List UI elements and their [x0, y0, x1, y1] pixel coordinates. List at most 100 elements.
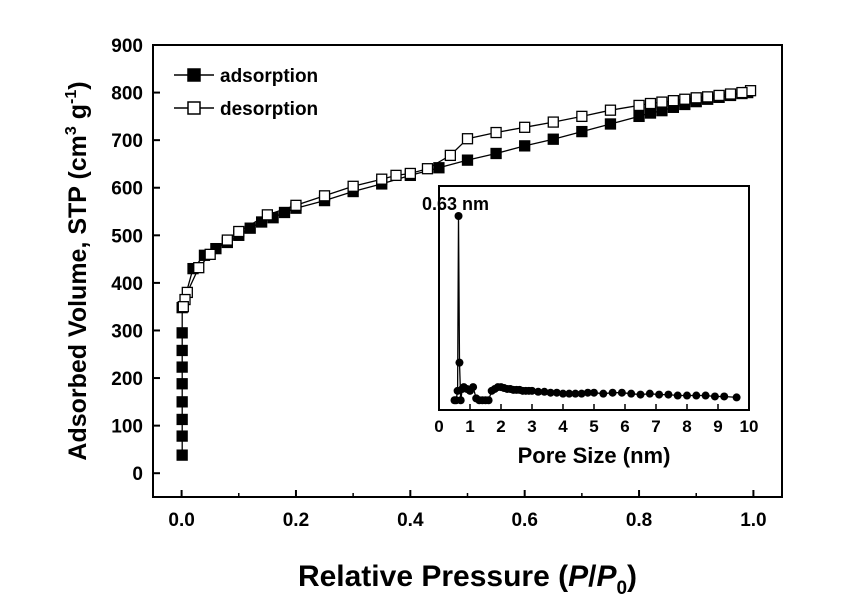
point-adsorption [490, 147, 502, 160]
point-adsorption [176, 361, 188, 373]
x-tick-label: 0.0 [168, 510, 194, 531]
point-desorption [690, 92, 702, 104]
legend-label-desorption: desorption [220, 99, 318, 120]
point-adsorption [461, 154, 474, 166]
inset-peak-annotation: 0.63 nm [422, 194, 489, 214]
inset-point [655, 390, 664, 399]
inset-x-tick-label: 3 [527, 417, 536, 436]
main-series-layer [176, 85, 757, 461]
point-desorption [644, 97, 657, 110]
inset-point [599, 389, 608, 398]
inset-point [455, 358, 464, 367]
y-tick-label: 500 [111, 226, 143, 247]
legend-label-adsorption: adsorption [220, 66, 318, 87]
y-axis-title: Adsorbed Volume, STP (cm3 g-1) [63, 81, 92, 460]
point-adsorption [176, 344, 188, 357]
inset-point [571, 389, 580, 398]
point-desorption [736, 86, 748, 99]
inset-point [559, 389, 567, 398]
point-adsorption [176, 413, 188, 426]
point-desorption [576, 110, 588, 123]
y-tick-label: 300 [111, 321, 143, 342]
inset-series [450, 212, 741, 405]
inset-x-axis-title: Pore Size (nm) [518, 443, 671, 468]
inset-point [565, 389, 574, 398]
series-desorption [177, 85, 757, 313]
point-desorption [702, 91, 714, 103]
point-desorption [724, 88, 737, 100]
inset-point [540, 387, 549, 396]
inset-plot-frame [438, 185, 750, 411]
inset-point [590, 388, 598, 397]
point-adsorption [255, 216, 268, 228]
point-desorption [193, 262, 205, 274]
inset-x-tick-label: 9 [713, 417, 722, 436]
legend-marker [187, 68, 201, 82]
point-desorption [404, 167, 416, 180]
inset-x-tick-label: 4 [558, 417, 568, 436]
inset-x-tick-label: 0 [434, 417, 443, 436]
y-tick-label: 200 [111, 369, 143, 390]
point-adsorption [176, 430, 188, 442]
inset-point [528, 386, 536, 395]
point-desorption [204, 248, 216, 260]
point-adsorption [176, 378, 188, 390]
x-tick-label: 0.8 [626, 510, 652, 531]
x-tick-label: 1.0 [740, 510, 766, 531]
point-adsorption [576, 125, 588, 138]
inset-x-tick-label: 1 [465, 417, 474, 436]
point-desorption [656, 96, 668, 108]
inset-point [627, 389, 636, 398]
inset-x-tick-label: 6 [620, 417, 629, 436]
point-desorption [390, 169, 402, 182]
point-desorption [713, 89, 725, 102]
point-desorption [221, 234, 233, 246]
point-desorption [547, 116, 559, 128]
y-tick-label: 0 [132, 464, 143, 485]
inset-point [577, 389, 586, 398]
inset-point [469, 383, 478, 392]
inset-point [732, 393, 741, 402]
x-tick-label: 0.4 [397, 510, 424, 531]
inset-series-layer [450, 212, 741, 405]
point-adsorption [633, 110, 645, 123]
point-desorption [604, 104, 617, 116]
point-desorption [318, 190, 331, 202]
y-tick-label: 100 [111, 417, 143, 438]
inset-x-tick-label: 5 [589, 417, 598, 436]
x-axis-title: Relative Pressure (P/P0) [298, 560, 637, 599]
y-tick-label: 900 [111, 36, 143, 57]
legend: adsorption desorption [174, 66, 318, 120]
inset-point [552, 388, 561, 397]
point-adsorption [278, 206, 291, 219]
inset-point [701, 391, 710, 400]
legend-marker [187, 101, 201, 115]
point-adsorption [547, 133, 559, 145]
y-tick-label: 800 [111, 84, 143, 105]
inset-point [720, 392, 729, 401]
point-desorption [261, 209, 274, 221]
inset-plot: 0 1 2 3 4 5 6 7 8 9 10 Pore Size (nm) 0.63 nm [422, 185, 758, 468]
inset-point [692, 391, 701, 400]
point-desorption [177, 301, 189, 313]
inset-x-tick-label: 10 [740, 417, 759, 436]
inset-point [673, 391, 682, 400]
x-tick-label: 0.2 [283, 510, 309, 531]
point-desorption [490, 126, 502, 139]
point-adsorption [210, 242, 222, 255]
inset-point [636, 390, 645, 399]
point-adsorption [176, 449, 188, 461]
point-adsorption [176, 327, 188, 339]
x-tick-label: 0.6 [511, 510, 537, 531]
inset-axes: 0 1 2 3 4 5 6 7 8 9 10 Pore Size (nm) 0.63 nm [422, 194, 758, 468]
point-desorption [633, 99, 645, 112]
inset-point [608, 388, 617, 397]
inset-point [456, 396, 465, 405]
point-adsorption [644, 107, 657, 119]
point-desorption [444, 149, 456, 162]
inset-x-tick-label: 2 [496, 417, 505, 436]
point-adsorption [519, 140, 531, 152]
